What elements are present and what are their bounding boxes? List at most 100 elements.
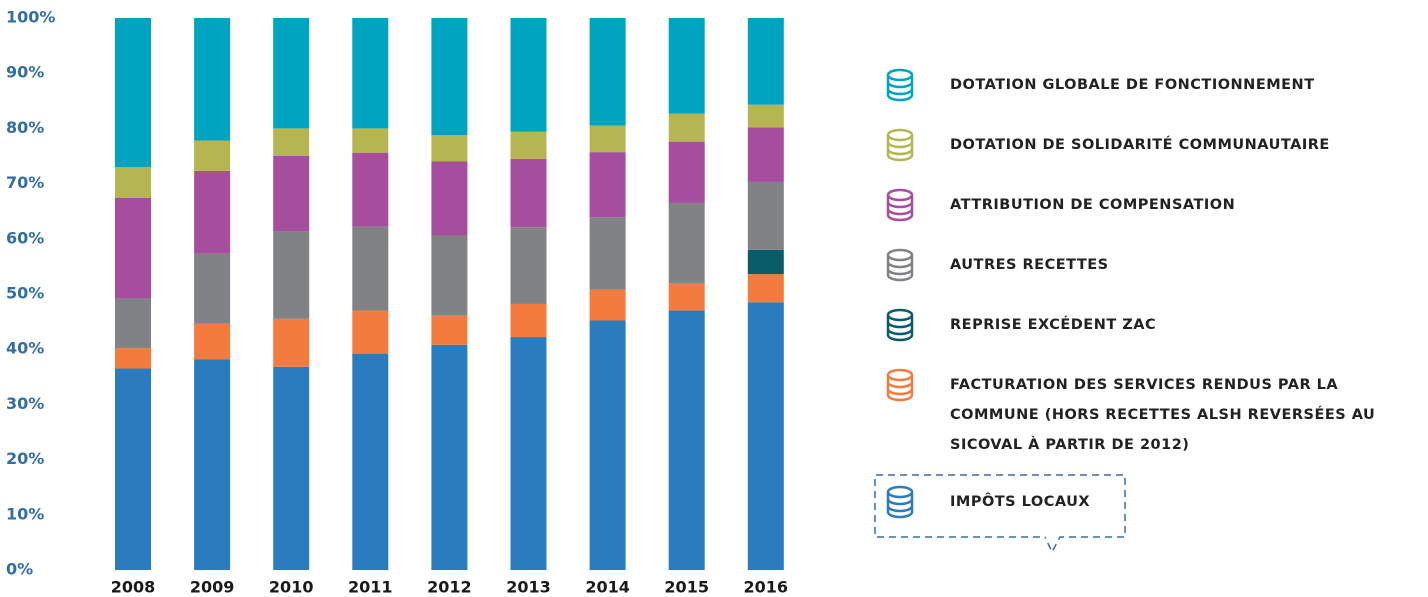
bar-segment — [273, 231, 310, 319]
icon-part — [886, 308, 914, 322]
legend-label: DOTATION DE SOLIDARITÉ COMMUNAUTAIRE — [950, 137, 1330, 153]
bar-segment — [273, 318, 310, 367]
y-tick-label: 60% — [6, 228, 44, 247]
bar-segment — [431, 235, 468, 315]
icon-part — [886, 248, 914, 262]
legend-icon — [886, 128, 914, 162]
x-tick-label: 2009 — [190, 578, 235, 597]
icon-part — [886, 368, 914, 382]
bar-segment — [115, 298, 151, 349]
icon-part — [886, 195, 914, 222]
icon-part — [886, 135, 914, 162]
bar-segment — [510, 303, 547, 338]
bar-segment — [352, 226, 389, 311]
legend-icon — [886, 248, 914, 282]
bar-segment — [115, 368, 151, 570]
bar-segment — [589, 18, 626, 126]
bar-segment — [668, 310, 705, 570]
y-tick-label: 30% — [6, 394, 44, 413]
bar-segment — [431, 161, 468, 236]
bar-segment — [194, 18, 231, 141]
bar-segment — [194, 253, 231, 324]
bar-segment — [352, 353, 389, 570]
bar-segment — [115, 167, 151, 198]
y-tick-label: 40% — [6, 339, 44, 358]
bar-segment — [747, 274, 784, 303]
x-tick-label: 2012 — [427, 578, 472, 597]
bar-segment — [194, 359, 231, 570]
bar-segment — [668, 202, 705, 283]
bar-segment — [115, 348, 151, 369]
legend-label: AUTRES RECETTES — [950, 257, 1109, 273]
x-tick-label: 2010 — [269, 578, 314, 597]
legend-highlight-box — [874, 474, 1126, 554]
bar-segment — [194, 170, 231, 254]
y-tick-label: 80% — [6, 118, 44, 137]
bar-segment — [273, 156, 310, 232]
bar-segment — [352, 152, 389, 227]
legend-label: ATTRIBUTION DE COMPENSATION — [950, 197, 1236, 213]
bar-segment — [589, 217, 626, 290]
icon-part — [886, 188, 914, 202]
bar-segment — [273, 18, 310, 129]
bar-segment — [589, 152, 626, 218]
legend-label: REPRISE EXCÉDENT ZAC — [950, 317, 1157, 333]
legend-label: FACTURATION DES SERVICES RENDUS PAR LA C… — [950, 377, 1376, 453]
icon-part — [886, 485, 914, 499]
bar-segment — [668, 141, 705, 203]
bar-segment — [273, 366, 310, 570]
bar-segment — [510, 18, 547, 132]
icon-part — [886, 255, 914, 282]
bar-segment — [431, 314, 468, 345]
icon-part — [886, 315, 914, 342]
bar-segment — [352, 128, 389, 153]
bar-segment — [510, 131, 547, 159]
bar-segment — [747, 181, 784, 250]
y-tick-label: 10% — [6, 504, 44, 523]
bar-segment — [431, 344, 468, 570]
x-tick-label: 2011 — [348, 578, 393, 597]
y-tick-label: 90% — [6, 63, 44, 82]
bar-segment — [747, 249, 784, 275]
legend-icon — [886, 188, 914, 222]
y-tick-label: 50% — [6, 284, 44, 303]
bar-segment — [589, 320, 626, 570]
bar-segment — [115, 18, 151, 168]
y-tick-label: 0% — [6, 560, 33, 579]
legend-icon — [886, 485, 914, 519]
bar-segment — [668, 113, 705, 142]
bar-segment — [352, 310, 389, 354]
x-tick-label: 2008 — [111, 578, 156, 597]
legend-label: DOTATION GLOBALE DE FONCTIONNEMENT — [950, 77, 1315, 93]
bar-segment — [747, 302, 784, 570]
icon-part — [886, 492, 914, 519]
bar-segment — [668, 18, 705, 114]
x-tick-label: 2016 — [744, 578, 789, 597]
y-tick-label: 20% — [6, 449, 44, 468]
bar-segment — [510, 337, 547, 570]
y-tick-label: 70% — [6, 173, 44, 192]
bar-segment — [273, 128, 310, 156]
bar-segment — [589, 125, 626, 153]
bar-segment — [431, 18, 468, 136]
legend-icon — [886, 308, 914, 342]
icon-part — [886, 68, 914, 82]
bar-segment — [510, 158, 547, 228]
bar-segment — [747, 18, 784, 105]
x-tick-label: 2013 — [506, 578, 551, 597]
bar-segment — [668, 282, 705, 311]
bar-segment — [747, 127, 784, 182]
icon-part — [886, 128, 914, 142]
legend-icon — [886, 368, 914, 402]
bar-segment — [510, 227, 547, 304]
x-tick-label: 2015 — [664, 578, 709, 597]
bar-segment — [194, 323, 231, 360]
x-tick-label: 2014 — [585, 578, 630, 597]
legend-icon — [886, 68, 914, 102]
bar-segment — [431, 135, 468, 162]
bar-segment — [747, 104, 784, 128]
icon-part — [886, 75, 914, 102]
icon-part — [886, 375, 914, 402]
